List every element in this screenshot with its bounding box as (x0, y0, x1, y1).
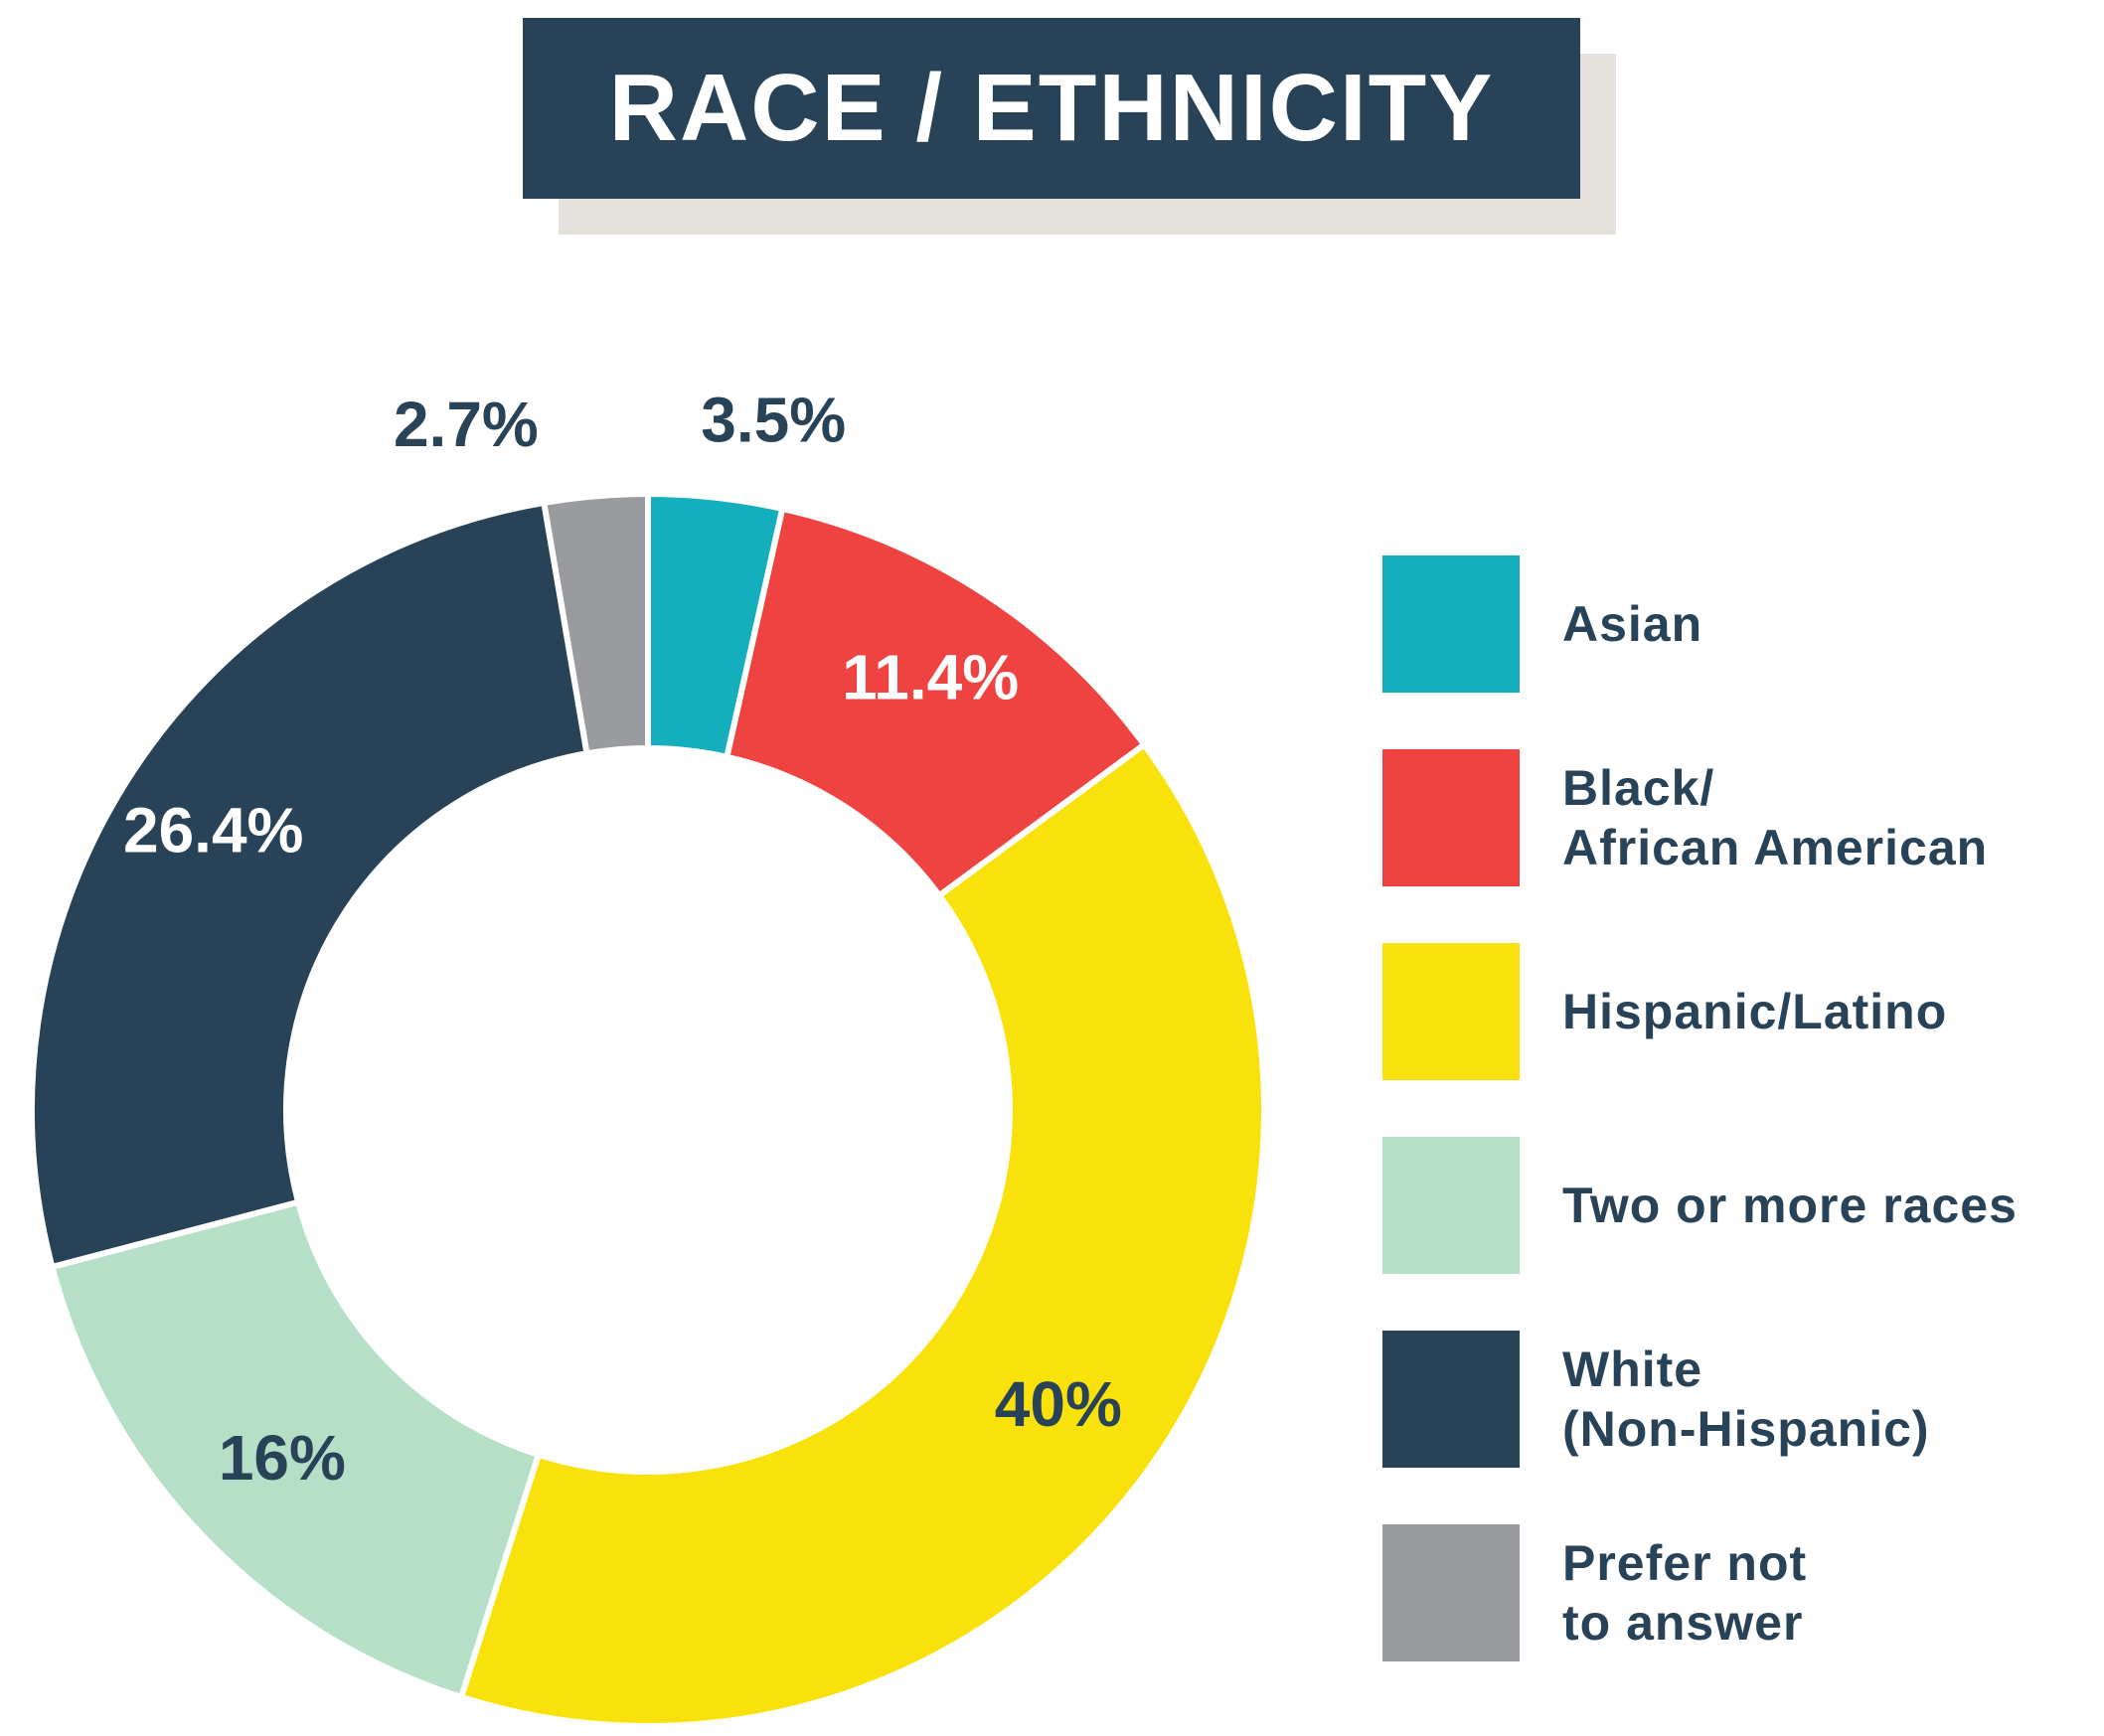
legend-swatch (1382, 555, 1520, 693)
slice-label-4: 26.4% (123, 795, 303, 867)
legend-item: Prefer not to answer (1382, 1524, 2078, 1661)
legend-swatch (1382, 1524, 1520, 1661)
legend-item: Black/ African American (1382, 749, 2078, 886)
legend-item: White (Non-Hispanic) (1382, 1331, 2078, 1468)
slice-label-1: 11.4% (842, 641, 1019, 712)
legend-item: Hispanic/Latino (1382, 943, 2078, 1080)
legend-label: Prefer not to answer (1562, 1535, 1808, 1651)
slice-3 (48, 1198, 543, 1701)
slice-5 (540, 490, 651, 757)
title-banner: RACE / ETHNICITY (523, 18, 1616, 235)
legend-item: Asian (1382, 555, 2078, 693)
legend-label: Black/ African American (1562, 760, 1989, 875)
slice-label-3: 16% (219, 1422, 346, 1494)
slice-4 (29, 499, 591, 1271)
legend-item: Two or more races (1382, 1137, 2078, 1274)
legend-label: Hispanic/Latino (1562, 984, 1948, 1039)
title-box: RACE / ETHNICITY (523, 18, 1580, 199)
legend-label: Asian (1562, 596, 1703, 652)
legend-label: Two or more races (1562, 1178, 2018, 1233)
legend-swatch (1382, 943, 1520, 1080)
slice-2 (457, 740, 1267, 1729)
legend-swatch (1382, 749, 1520, 886)
slice-1 (723, 505, 1149, 900)
chart-title: RACE / ETHNICITY (608, 55, 1495, 161)
legend-swatch (1382, 1331, 1520, 1468)
slice-label-2: 40% (995, 1368, 1122, 1440)
slice-label-5: 2.7% (394, 389, 539, 460)
legend-label: White (Non-Hispanic) (1562, 1341, 1930, 1457)
slice-label-0: 3.5% (701, 384, 846, 455)
legend-swatch (1382, 1137, 1520, 1274)
